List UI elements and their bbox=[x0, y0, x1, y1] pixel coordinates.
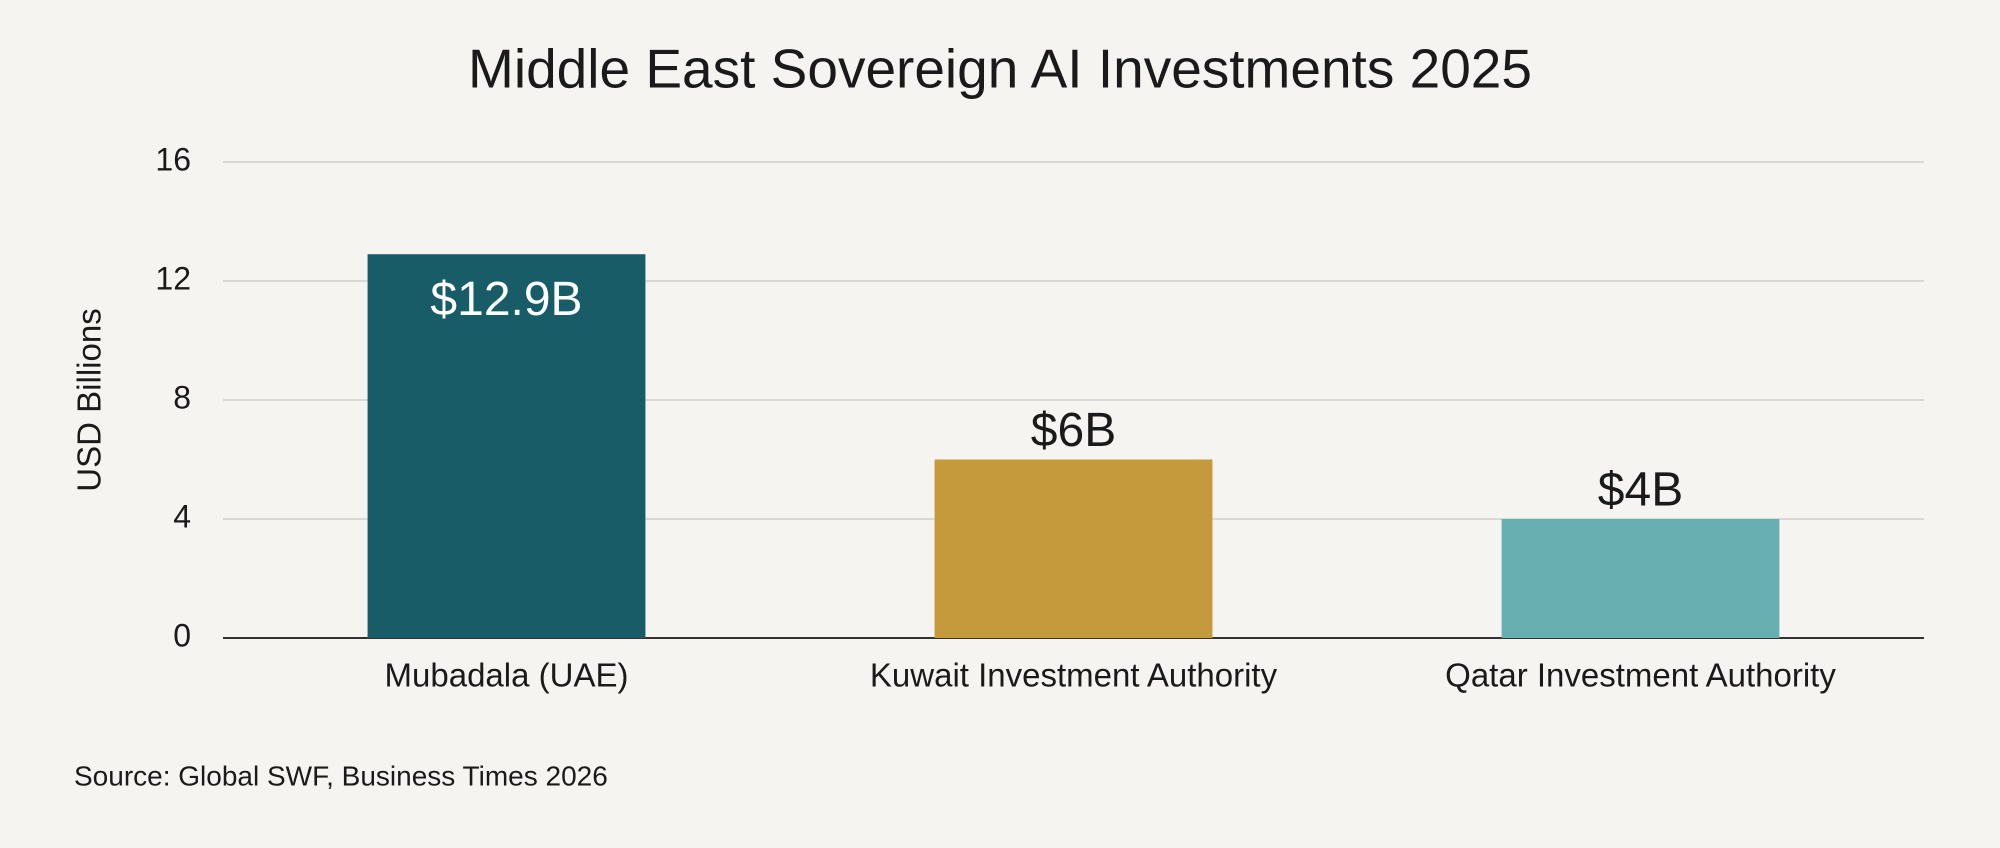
value-label: $6B bbox=[1031, 404, 1116, 457]
bar bbox=[1501, 519, 1780, 638]
source-note: Source: Global SWF, Business Times 2026 bbox=[74, 760, 608, 791]
y-tick-label: 4 bbox=[173, 498, 191, 534]
bar bbox=[367, 254, 646, 638]
y-axis-label: USD Billions bbox=[71, 308, 108, 491]
y-tick-label: 8 bbox=[173, 379, 191, 415]
value-label: $12.9B bbox=[430, 273, 582, 326]
y-tick-label: 0 bbox=[173, 617, 191, 653]
chart-title: Middle East Sovereign AI Investments 202… bbox=[468, 38, 1532, 100]
y-tick-label: 16 bbox=[155, 141, 191, 177]
bar bbox=[934, 459, 1213, 638]
value-label: $4B bbox=[1598, 464, 1683, 517]
y-tick-label: 12 bbox=[155, 260, 191, 296]
x-tick-label: Qatar Investment Authority bbox=[1445, 657, 1836, 694]
x-tick-label: Kuwait Investment Authority bbox=[870, 657, 1278, 694]
x-tick-label: Mubadala (UAE) bbox=[385, 657, 629, 694]
